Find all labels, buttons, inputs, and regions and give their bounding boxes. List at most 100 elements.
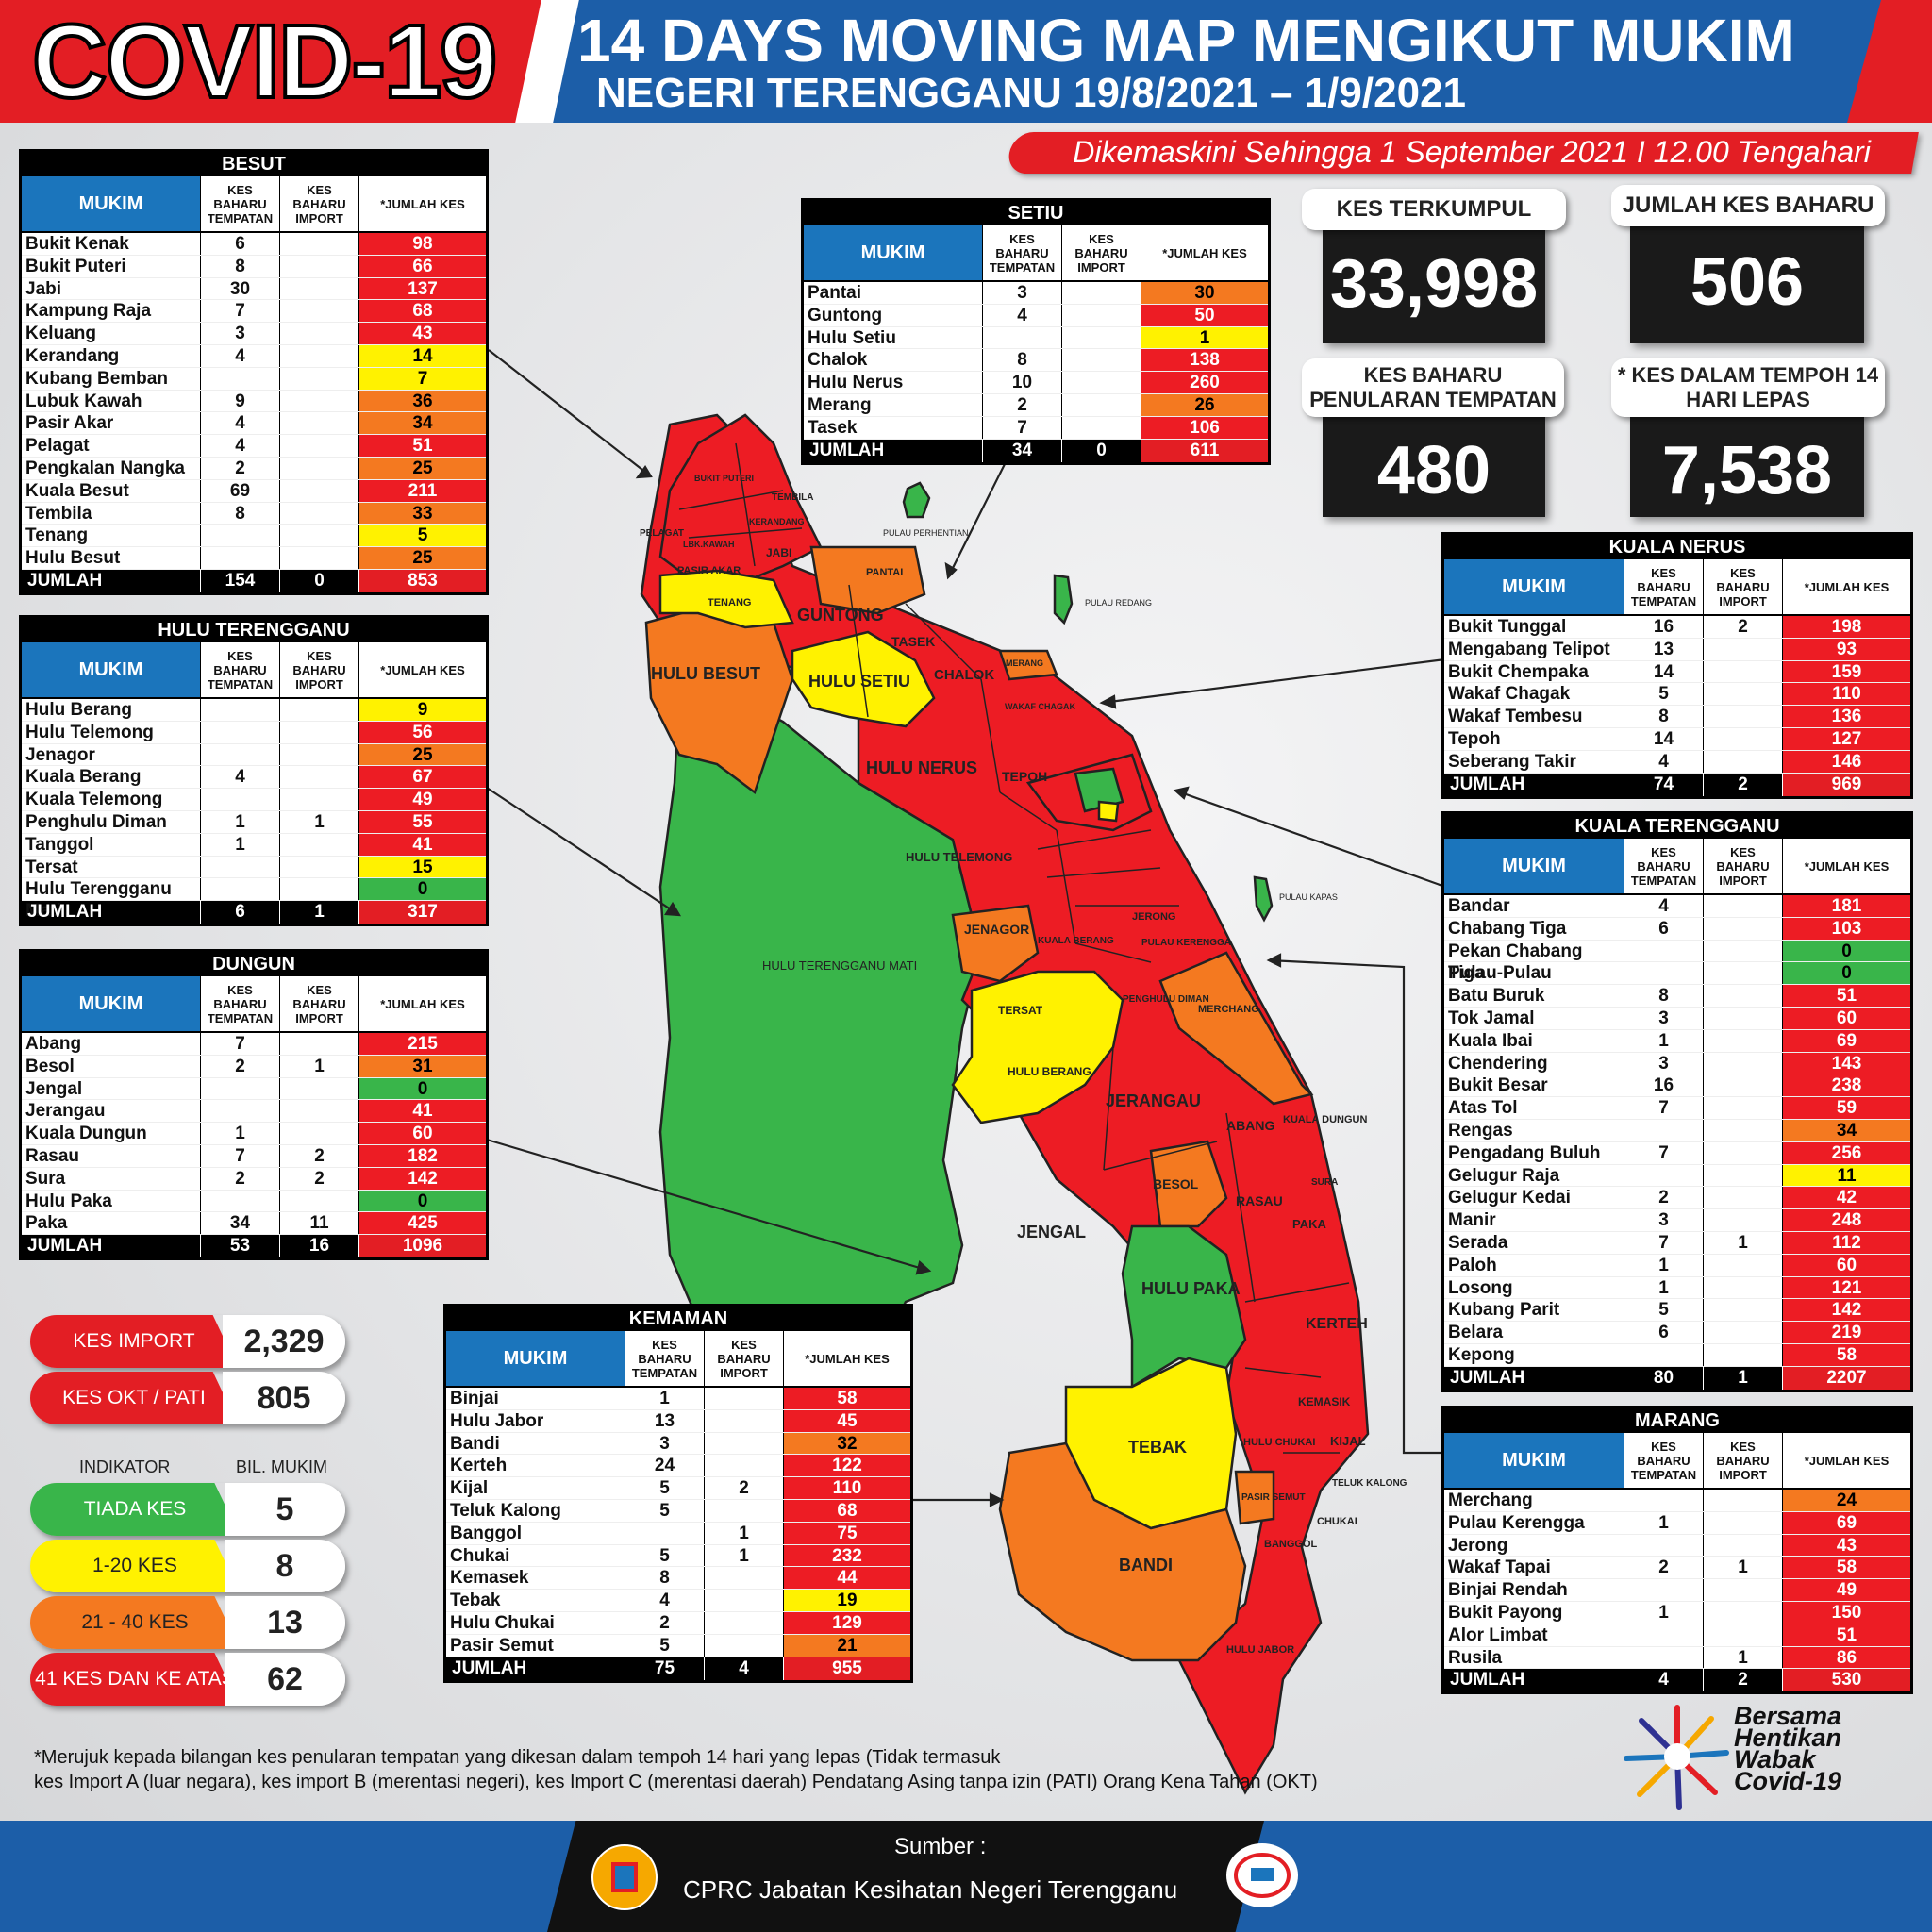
total-tempatan: 80 bbox=[1624, 1366, 1703, 1390]
mukim-name: Hulu Telemong bbox=[25, 722, 154, 742]
kes-import bbox=[1703, 1276, 1782, 1299]
mukim-name: Kuala Berang bbox=[25, 767, 142, 788]
total-jumlah: 1096 bbox=[358, 1235, 486, 1258]
col-tempatan: KES BAHARU TEMPATAN bbox=[1624, 1433, 1703, 1488]
mukim-name: Bukit Besar bbox=[1448, 1075, 1548, 1096]
col-mukim: MUKIM bbox=[22, 976, 200, 1031]
table-row: Chabang Tiga 6 103 bbox=[1444, 917, 1910, 941]
col-import: KES BAHARU IMPORT bbox=[279, 642, 358, 697]
mukim-name: Kuala Ibai bbox=[1448, 1030, 1533, 1051]
page-subtitle: NEGERI TERENGGANU 19/8/2021 – 1/9/2021 bbox=[596, 70, 1466, 116]
updated-text: Dikemaskini Sehingga 1 September 2021 I … bbox=[1073, 135, 1871, 169]
kes-tempatan: 4 bbox=[200, 766, 279, 789]
map-label: PULAU KAPAS bbox=[1279, 892, 1338, 902]
campaign-line: Covid-19 bbox=[1734, 1767, 1842, 1795]
col-jumlah: *JUMLAH KES bbox=[358, 976, 486, 1031]
jumlah-kes: 19 bbox=[783, 1590, 910, 1611]
jumlah-kes: 60 bbox=[358, 1123, 486, 1144]
mukim-name: Kuala Telemong bbox=[25, 790, 163, 810]
table-row: Kubang Parit 5 142 bbox=[1444, 1299, 1910, 1323]
table-row: Guntong 4 50 bbox=[804, 304, 1268, 327]
mukim-name: Rengas bbox=[1448, 1120, 1513, 1141]
jumlah-kes: 25 bbox=[358, 457, 486, 479]
stat-kes-14-hari: * KES DALAM TEMPOH 14 HARI LEPAS 7,538 bbox=[1611, 358, 1885, 517]
kes-tempatan bbox=[200, 547, 279, 569]
table-row: Tebak 4 19 bbox=[446, 1590, 910, 1612]
kes-tempatan: 3 bbox=[1624, 1007, 1703, 1029]
jumlah-kes: 42 bbox=[1782, 1187, 1910, 1209]
kes-tempatan: 8 bbox=[625, 1567, 704, 1590]
mukim-name: Kijal bbox=[450, 1478, 489, 1499]
col-jumlah: *JUMLAH KES bbox=[1782, 839, 1910, 893]
map-label: HULU CHUKAI bbox=[1243, 1437, 1315, 1448]
mukim-name: Bukit Tunggal bbox=[1448, 617, 1567, 637]
jumlah-kes: 159 bbox=[1782, 660, 1910, 683]
kes-tempatan: 69 bbox=[200, 479, 279, 502]
kes-import bbox=[1703, 1343, 1782, 1366]
table-row: Pasir Akar 4 34 bbox=[22, 412, 486, 436]
kes-import bbox=[279, 1033, 358, 1055]
kes-tempatan: 5 bbox=[625, 1499, 704, 1522]
total-tempatan: 4 bbox=[1624, 1669, 1703, 1692]
kes-import: 1 bbox=[704, 1522, 783, 1544]
col-import: KES BAHARU IMPORT bbox=[704, 1331, 783, 1386]
map-label: KERTEH bbox=[1306, 1316, 1368, 1332]
map-label: HULU BESUT bbox=[651, 664, 760, 683]
indicator-label: TIADA KES bbox=[30, 1483, 240, 1536]
table-header: MUKIM KES BAHARU TEMPATAN KES BAHARU IMPOR… bbox=[1444, 839, 1910, 895]
kes-import bbox=[279, 255, 358, 277]
mukim-name: Hulu Setiu bbox=[808, 327, 896, 348]
col-mukim: MUKIM bbox=[446, 1331, 625, 1386]
kes-import bbox=[1703, 638, 1782, 660]
col-import: KES BAHARU IMPORT bbox=[1703, 1433, 1782, 1488]
jumlah-kes: 127 bbox=[1782, 727, 1910, 750]
table-row: Hulu Paka 0 bbox=[22, 1190, 486, 1213]
table-row: Besol 2 1 31 bbox=[22, 1055, 486, 1078]
total-tempatan: 6 bbox=[200, 901, 279, 924]
mukim-name: Lubuk Kawah bbox=[25, 391, 142, 411]
jumlah-kes: 93 bbox=[1782, 638, 1910, 660]
map-label: KIJAL bbox=[1330, 1434, 1366, 1448]
mukim-name: Wakaf Tapai bbox=[1448, 1557, 1551, 1578]
col-import: KES BAHARU IMPORT bbox=[279, 976, 358, 1031]
mukim-name: Manir bbox=[1448, 1210, 1496, 1231]
kes-import bbox=[1703, 1097, 1782, 1119]
map-label: PASIR SEMUT bbox=[1241, 1492, 1306, 1503]
jumlah-kes: 238 bbox=[1782, 1074, 1910, 1097]
kes-tempatan: 1 bbox=[625, 1388, 704, 1409]
table-row: Gelugur Raja 11 bbox=[1444, 1164, 1910, 1188]
table-row: Hulu Telemong 56 bbox=[22, 721, 486, 744]
col-mukim: MUKIM bbox=[22, 642, 200, 697]
kes-import bbox=[1703, 660, 1782, 683]
kes-tempatan: 2 bbox=[625, 1611, 704, 1634]
jumlah-kes: 198 bbox=[1782, 616, 1910, 638]
map-label: TELUK KALONG bbox=[1332, 1478, 1407, 1489]
map-label: JERANGAU bbox=[1106, 1091, 1201, 1110]
jumlah-kes: 51 bbox=[358, 435, 486, 457]
kes-import bbox=[279, 525, 358, 547]
mukim-name: Tanggol bbox=[25, 834, 94, 855]
jumlah-kes: 182 bbox=[358, 1144, 486, 1167]
kes-tempatan: 1 bbox=[200, 1123, 279, 1144]
jumlah-kes: 26 bbox=[1141, 393, 1268, 416]
kes-import: KES IMPORT 2,329 bbox=[30, 1315, 345, 1368]
district-title: BESUT bbox=[22, 152, 486, 176]
mukim-name: Rasau bbox=[25, 1145, 80, 1166]
kes-import: 1 bbox=[1703, 1231, 1782, 1254]
mukim-name: Keluang bbox=[25, 324, 96, 344]
col-mukim: MUKIM bbox=[1444, 559, 1624, 614]
kes-tempatan bbox=[1624, 1119, 1703, 1141]
kes-import bbox=[279, 856, 358, 878]
jumlah-kes: 58 bbox=[1782, 1343, 1910, 1366]
jumlah-kes: 0 bbox=[358, 1077, 486, 1100]
jumlah-kes: 43 bbox=[358, 323, 486, 344]
mukim-name: Pekan Chabang Tiga bbox=[1448, 941, 1583, 983]
kes-import bbox=[1061, 372, 1141, 393]
jumlah-kes: 58 bbox=[783, 1388, 910, 1409]
kes-tempatan bbox=[200, 743, 279, 766]
jumlah-kes: 112 bbox=[1782, 1231, 1910, 1254]
kes-import bbox=[704, 1590, 783, 1611]
kes-import bbox=[704, 1567, 783, 1590]
kes-tempatan bbox=[200, 1077, 279, 1100]
kes-import bbox=[1703, 1074, 1782, 1097]
